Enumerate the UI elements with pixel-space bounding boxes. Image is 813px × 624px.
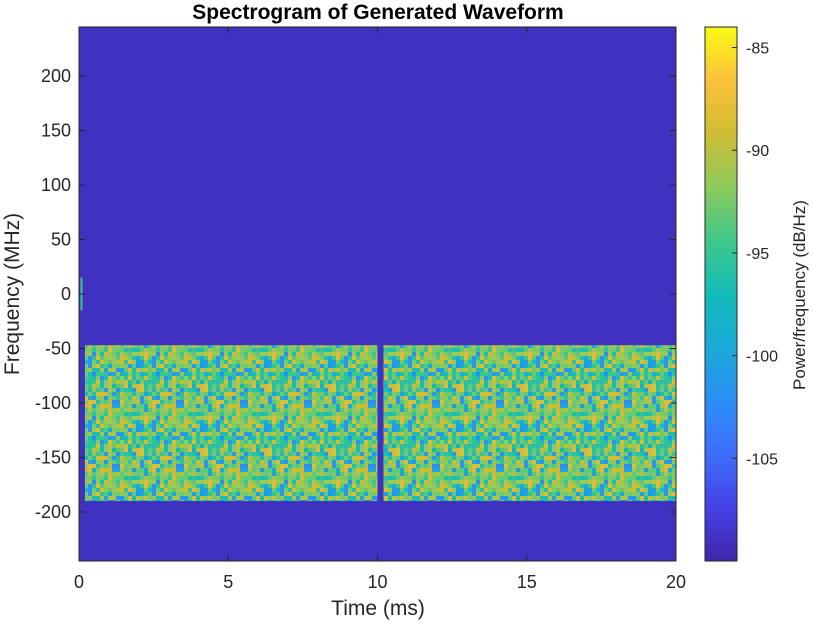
- y-tick-label: -50: [45, 338, 71, 358]
- x-tick-label: 20: [666, 572, 686, 592]
- y-tick-label: 50: [51, 230, 71, 250]
- colorbar: -85 -90 -95 -100 -105: [704, 26, 778, 562]
- x-axis: 0 5 10 15 20: [74, 27, 686, 592]
- plot-area: [78, 26, 677, 562]
- y-tick-label: -200: [35, 502, 71, 522]
- colorbar-gradient: [704, 26, 738, 562]
- chart-title: Spectrogram of Generated Waveform: [192, 1, 563, 24]
- x-tick-label: 5: [223, 572, 233, 592]
- colorbar-tick-label: -90: [746, 143, 769, 160]
- colorbar-label: Power/frequency (dB/Hz): [790, 200, 809, 390]
- colorbar-tick-label: -95: [746, 246, 769, 263]
- y-axis-label: Frequency (MHz): [1, 213, 24, 375]
- x-axis-label: Time (ms): [331, 597, 425, 620]
- colorbar-tick-label: -85: [746, 41, 769, 58]
- y-tick-label: 200: [41, 66, 71, 86]
- colorbar-tick-label: -105: [746, 451, 778, 468]
- y-tick-label: 100: [41, 175, 71, 195]
- y-tick-label: -150: [35, 447, 71, 467]
- signal-burst-2: [383, 345, 676, 502]
- y-tick-label: -100: [35, 393, 71, 413]
- x-tick-label: 15: [517, 572, 537, 592]
- x-tick-label: 10: [367, 572, 387, 592]
- y-axis: -200 -150 -100 -50 0 50 100 150 200: [35, 66, 676, 522]
- y-tick-label: 0: [61, 284, 71, 304]
- signal-burst-1: [84, 345, 378, 502]
- colorbar-tick-label: -100: [746, 349, 778, 366]
- y-tick-label: 150: [41, 121, 71, 141]
- x-tick-label: 0: [74, 572, 84, 592]
